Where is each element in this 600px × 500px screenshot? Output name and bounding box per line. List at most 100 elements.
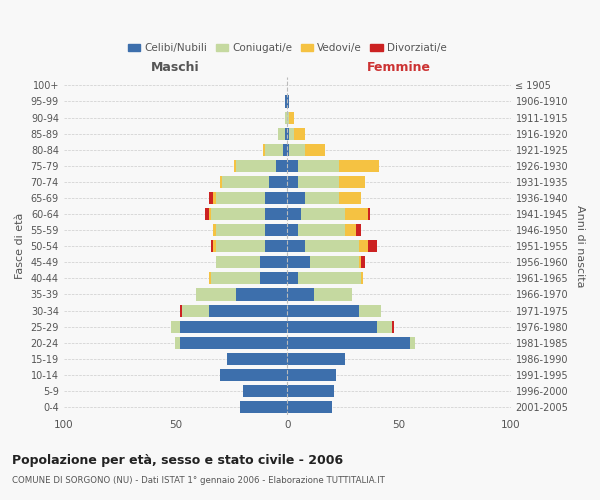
Bar xyxy=(345,224,356,236)
Bar xyxy=(285,96,287,108)
Bar xyxy=(289,128,294,140)
Bar xyxy=(260,256,287,268)
Bar xyxy=(242,385,287,397)
Bar xyxy=(214,240,216,252)
Bar xyxy=(359,256,361,268)
Text: Femmine: Femmine xyxy=(367,61,431,74)
Bar xyxy=(236,288,287,300)
Bar xyxy=(338,192,361,204)
Bar xyxy=(263,144,265,156)
Bar xyxy=(368,240,377,252)
Bar xyxy=(265,224,287,236)
Bar xyxy=(236,160,276,172)
Bar xyxy=(233,160,236,172)
Bar xyxy=(209,208,211,220)
Bar xyxy=(287,385,334,397)
Bar xyxy=(283,144,287,156)
Bar xyxy=(368,208,370,220)
Bar xyxy=(287,353,345,365)
Bar xyxy=(276,160,287,172)
Bar xyxy=(265,192,287,204)
Bar xyxy=(294,128,305,140)
Bar xyxy=(314,288,352,300)
Bar xyxy=(298,224,345,236)
Bar xyxy=(182,304,209,316)
Bar xyxy=(260,272,287,284)
Bar xyxy=(209,192,214,204)
Bar xyxy=(240,401,287,413)
Bar xyxy=(278,128,285,140)
Bar xyxy=(356,224,361,236)
Bar xyxy=(175,336,180,349)
Bar xyxy=(180,336,287,349)
Bar xyxy=(345,208,368,220)
Bar xyxy=(220,369,287,381)
Bar xyxy=(361,272,363,284)
Bar xyxy=(287,224,298,236)
Bar xyxy=(287,401,332,413)
Bar xyxy=(216,192,265,204)
Bar xyxy=(214,192,216,204)
Bar xyxy=(180,304,182,316)
Bar xyxy=(298,176,338,188)
Bar xyxy=(310,256,359,268)
Bar xyxy=(287,128,289,140)
Bar xyxy=(287,192,305,204)
Bar xyxy=(287,160,298,172)
Bar xyxy=(211,208,265,220)
Bar xyxy=(265,144,283,156)
Bar xyxy=(359,304,381,316)
Bar xyxy=(287,144,289,156)
Bar xyxy=(180,320,287,332)
Bar xyxy=(287,176,298,188)
Bar xyxy=(410,336,415,349)
Bar xyxy=(361,256,365,268)
Bar xyxy=(285,128,287,140)
Bar xyxy=(301,208,345,220)
Bar xyxy=(287,272,298,284)
Bar xyxy=(298,160,338,172)
Bar xyxy=(298,272,361,284)
Bar xyxy=(392,320,394,332)
Bar xyxy=(287,240,305,252)
Y-axis label: Anni di nascita: Anni di nascita xyxy=(575,205,585,288)
Bar xyxy=(265,208,287,220)
Bar xyxy=(227,353,287,365)
Bar xyxy=(171,320,180,332)
Bar xyxy=(287,256,310,268)
Bar xyxy=(338,160,379,172)
Bar xyxy=(223,176,269,188)
Bar xyxy=(359,240,368,252)
Text: Maschi: Maschi xyxy=(151,61,200,74)
Bar xyxy=(211,272,260,284)
Text: Popolazione per età, sesso e stato civile - 2006: Popolazione per età, sesso e stato civil… xyxy=(12,454,343,467)
Bar xyxy=(285,112,287,124)
Bar xyxy=(287,304,359,316)
Bar xyxy=(216,256,260,268)
Bar xyxy=(196,288,236,300)
Y-axis label: Fasce di età: Fasce di età xyxy=(15,213,25,280)
Bar xyxy=(305,192,338,204)
Bar xyxy=(377,320,392,332)
Bar xyxy=(205,208,209,220)
Bar xyxy=(289,144,305,156)
Bar xyxy=(265,240,287,252)
Text: COMUNE DI SORGONO (NU) - Dati ISTAT 1° gennaio 2006 - Elaborazione TUTTITALIA.IT: COMUNE DI SORGONO (NU) - Dati ISTAT 1° g… xyxy=(12,476,385,485)
Bar xyxy=(209,272,211,284)
Bar xyxy=(305,240,359,252)
Bar xyxy=(287,112,289,124)
Legend: Celibi/Nubili, Coniugati/e, Vedovi/e, Divorziati/e: Celibi/Nubili, Coniugati/e, Vedovi/e, Di… xyxy=(124,38,451,57)
Bar xyxy=(209,304,287,316)
Bar xyxy=(220,176,223,188)
Bar xyxy=(289,112,294,124)
Bar xyxy=(287,320,377,332)
Bar xyxy=(211,240,214,252)
Bar xyxy=(287,208,301,220)
Bar xyxy=(216,224,265,236)
Bar xyxy=(287,96,289,108)
Bar xyxy=(338,176,365,188)
Bar xyxy=(269,176,287,188)
Bar xyxy=(287,369,337,381)
Bar xyxy=(305,144,325,156)
Bar xyxy=(287,336,410,349)
